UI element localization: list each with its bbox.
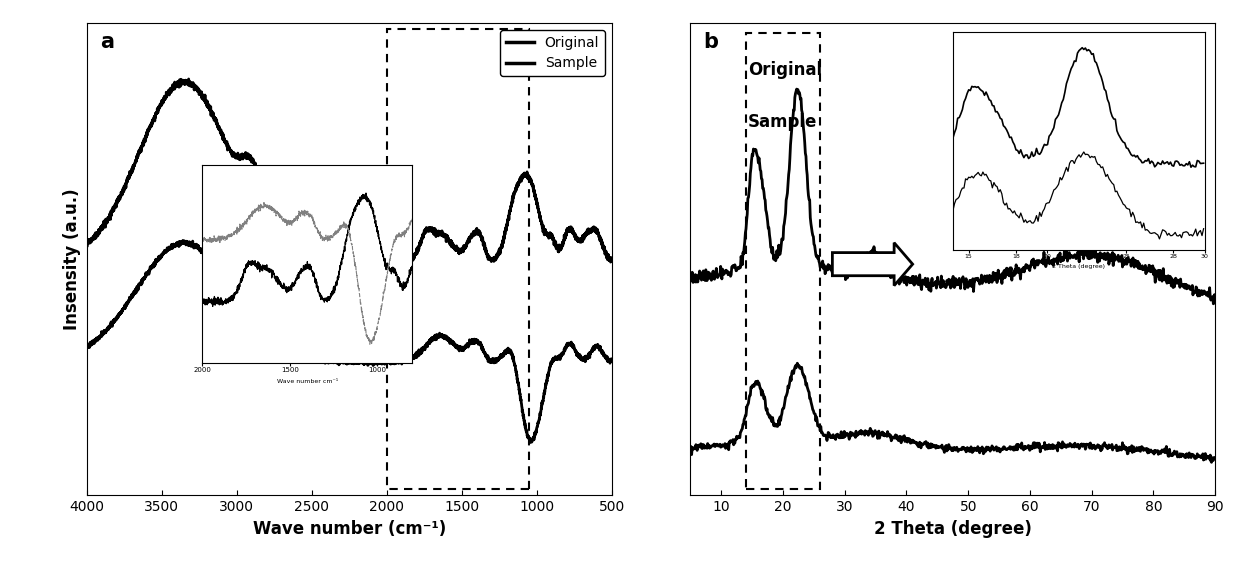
Sample [356, 360, 371, 367]
Sample [523, 439, 538, 446]
Sample [176, 237, 191, 244]
Sample [270, 340, 285, 347]
Original [293, 251, 308, 258]
X-axis label: Wave number (cm⁻¹): Wave number (cm⁻¹) [253, 520, 446, 538]
Sample [120, 300, 135, 307]
Sample [495, 352, 510, 359]
Sample [414, 350, 429, 357]
Bar [387, 29, 529, 489]
Original [181, 75, 196, 82]
Original [495, 243, 510, 250]
Original [356, 257, 371, 264]
Legend: Original, Sample: Original, Sample [500, 30, 605, 76]
Original [120, 175, 135, 182]
Original [79, 241, 94, 248]
Original [604, 254, 619, 261]
Line: Original: Original [87, 79, 611, 266]
Line: Sample: Sample [87, 241, 611, 442]
Sample [604, 358, 619, 365]
X-axis label: 2 Theta (degree): 2 Theta (degree) [874, 520, 1032, 538]
Original [414, 234, 429, 241]
Text: Original: Original [748, 61, 822, 79]
Y-axis label: Insensity (a.u.): Insensity (a.u.) [63, 188, 82, 330]
Text: Sample: Sample [748, 113, 817, 131]
Text: b: b [703, 32, 718, 52]
Original [371, 262, 386, 269]
Bar [746, 33, 820, 489]
Sample [293, 354, 308, 361]
Original [270, 235, 285, 242]
Text: a: a [100, 32, 114, 52]
Sample [79, 344, 94, 351]
FancyArrow shape [832, 242, 913, 286]
